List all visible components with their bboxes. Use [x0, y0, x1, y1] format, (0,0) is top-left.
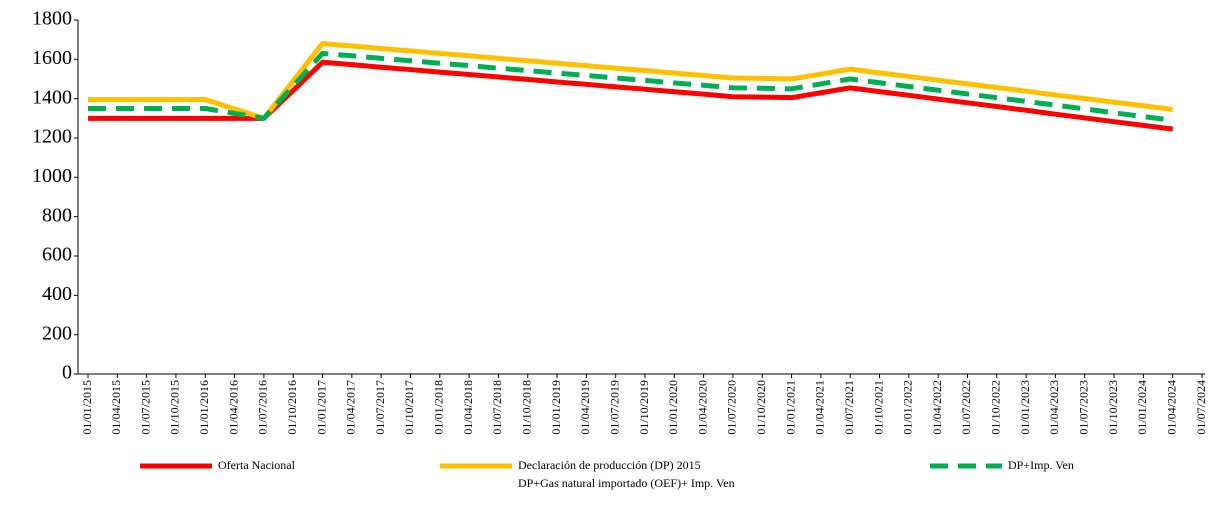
x-tick-label: 01/01/2022 — [901, 380, 915, 435]
y-tick-label: 0 — [62, 362, 72, 384]
x-tick-label: 01/10/2017 — [402, 380, 416, 435]
legend-label: DP+Imp. Ven — [1008, 458, 1074, 472]
y-tick-label: 400 — [42, 283, 72, 305]
x-tick-label: 01/01/2023 — [1018, 380, 1032, 435]
x-tick-label: 01/04/2018 — [461, 380, 475, 435]
y-tick-label: 1400 — [32, 86, 72, 108]
x-tick-label: 01/07/2021 — [842, 380, 856, 435]
x-tick-label: 01/01/2018 — [432, 380, 446, 435]
y-tick-label: 1000 — [32, 165, 72, 187]
x-tick-label: 01/07/2018 — [490, 380, 504, 435]
x-tick-label: 01/04/2019 — [578, 380, 592, 435]
x-tick-label: 01/10/2022 — [989, 380, 1003, 435]
x-tick-label: 01/07/2019 — [607, 380, 621, 435]
x-tick-label: 01/10/2018 — [519, 380, 533, 435]
x-tick-label: 01/07/2020 — [725, 380, 739, 435]
x-tick-label: 01/10/2023 — [1106, 380, 1120, 435]
y-tick-label: 600 — [42, 244, 72, 266]
x-tick-label: 01/04/2016 — [226, 380, 240, 435]
legend-label: Declaración de producción (DP) 2015 — [518, 458, 701, 472]
y-tick-label: 200 — [42, 322, 72, 344]
series-line — [88, 50, 1174, 123]
y-tick-label: 1200 — [32, 126, 72, 148]
x-tick-label: 01/04/2022 — [930, 380, 944, 435]
x-tick-label: 01/01/2020 — [666, 380, 680, 435]
x-tick-label: 01/07/2015 — [138, 380, 152, 435]
x-tick-label: 01/07/2023 — [1076, 380, 1090, 435]
x-tick-label: 01/04/2017 — [344, 380, 358, 435]
y-tick-label: 1600 — [32, 47, 72, 69]
x-tick-label: 01/04/2021 — [813, 380, 827, 435]
x-tick-label: 01/10/2019 — [637, 380, 651, 435]
x-tick-label: 01/04/2020 — [695, 380, 709, 435]
legend-label: DP+Gas natural importado (OEF)+ Imp. Ven — [518, 476, 735, 490]
x-tick-label: 01/04/2024 — [1164, 380, 1178, 435]
x-tick-label: 01/01/2016 — [197, 380, 211, 435]
y-tick-label: 800 — [42, 204, 72, 226]
x-tick-label: 01/07/2024 — [1194, 380, 1208, 435]
x-tick-label: 01/01/2017 — [314, 380, 328, 435]
x-tick-label: 01/01/2019 — [549, 380, 563, 435]
x-tick-label: 01/07/2017 — [373, 380, 387, 435]
x-tick-label: 01/04/2015 — [109, 380, 123, 435]
legend-label: Oferta Nacional — [218, 458, 296, 472]
x-tick-label: 01/01/2021 — [783, 380, 797, 435]
x-tick-label: 01/04/2023 — [1047, 380, 1061, 435]
x-tick-label: 01/01/2015 — [80, 380, 94, 435]
x-tick-label: 01/10/2016 — [285, 380, 299, 435]
x-tick-label: 01/07/2022 — [959, 380, 973, 435]
series-line — [88, 59, 1174, 132]
x-tick-label: 01/10/2020 — [754, 380, 768, 435]
x-tick-label: 01/10/2021 — [871, 380, 885, 435]
y-tick-label: 1800 — [32, 8, 72, 30]
x-tick-label: 01/01/2024 — [1135, 380, 1149, 435]
x-tick-label: 01/10/2015 — [168, 380, 182, 435]
x-tick-label: 01/07/2016 — [256, 380, 270, 435]
